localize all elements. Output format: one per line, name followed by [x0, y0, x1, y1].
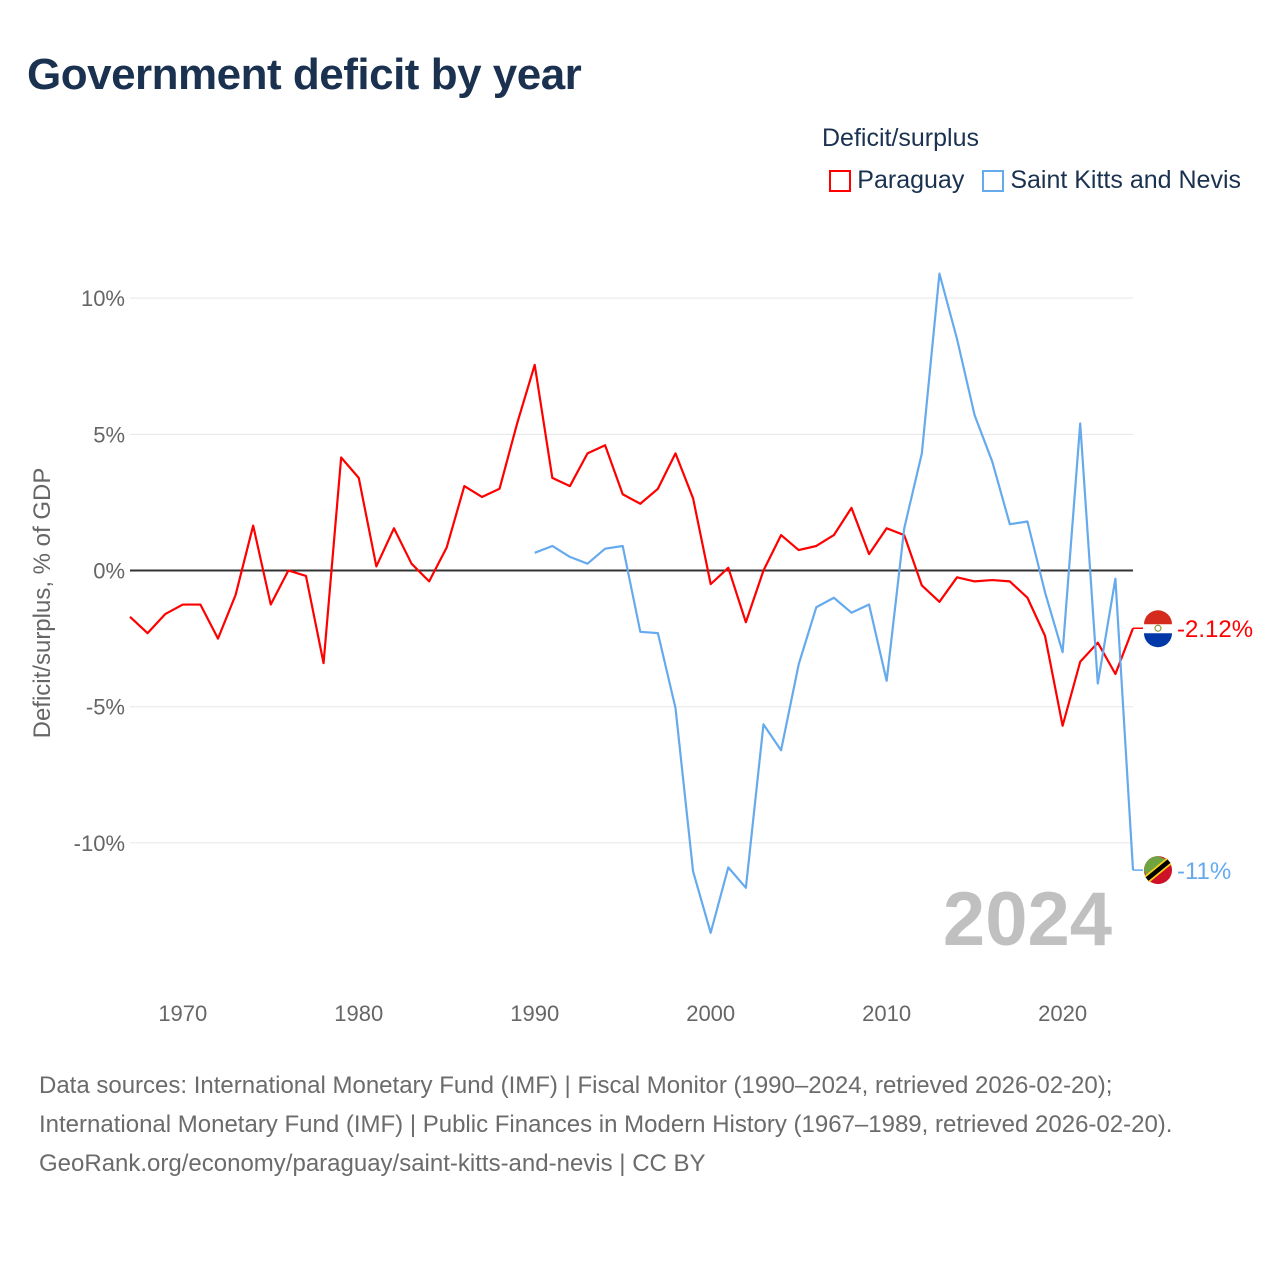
x-tick-label: 2010 — [862, 1001, 911, 1026]
flag-stripe — [1144, 633, 1172, 648]
legend-swatch-saint-kitts — [982, 169, 1005, 192]
x-tick-label: 1980 — [334, 1001, 383, 1026]
data-sources: Data sources: International Monetary Fun… — [39, 1072, 1173, 1138]
legend-title: Deficit/surplus — [822, 124, 979, 152]
series-line-saint-kitts-and-nevis — [534, 272, 1135, 934]
flag-stripe — [1144, 610, 1172, 625]
y-tick-label: -5% — [86, 695, 125, 720]
legend-label: Paraguay — [857, 166, 965, 194]
x-tick-label: 1990 — [510, 1001, 559, 1026]
end-value-label-paraguay: -2.12% — [1177, 616, 1253, 643]
x-tick-label: 1970 — [158, 1001, 207, 1026]
footer: Data sources: International Monetary Fun… — [39, 1066, 1239, 1183]
legend-label: Saint Kitts and Nevis — [1010, 166, 1241, 194]
flag-emblem — [1154, 624, 1162, 632]
series-line-paraguay — [129, 363, 1135, 727]
y-tick-label: -10% — [74, 831, 125, 856]
end-value-label-saint-kitts-and-nevis: -11% — [1177, 858, 1231, 885]
legend-swatch-paraguay — [829, 169, 852, 192]
year-watermark: 2024 — [943, 877, 1112, 962]
y-axis-label: Deficit/surplus, % of GDP — [29, 468, 56, 739]
y-tick-label: 0% — [93, 559, 125, 584]
legend: Paraguay Saint Kitts and Nevis — [829, 166, 1241, 195]
source-link[interactable]: GeoRank.org/economy/paraguay/saint-kitts… — [39, 1150, 706, 1177]
flag-stripe — [1145, 859, 1171, 881]
chart-title: Government deficit by year — [27, 50, 582, 99]
y-tick-label: 10% — [81, 286, 125, 311]
legend-item-paraguay[interactable]: Paraguay — [829, 166, 964, 195]
legend-item-saint-kitts[interactable]: Saint Kitts and Nevis — [982, 166, 1241, 195]
x-tick-label: 2020 — [1038, 1001, 1087, 1026]
y-tick-label: 5% — [93, 422, 125, 447]
x-tick-label: 2000 — [686, 1001, 735, 1026]
